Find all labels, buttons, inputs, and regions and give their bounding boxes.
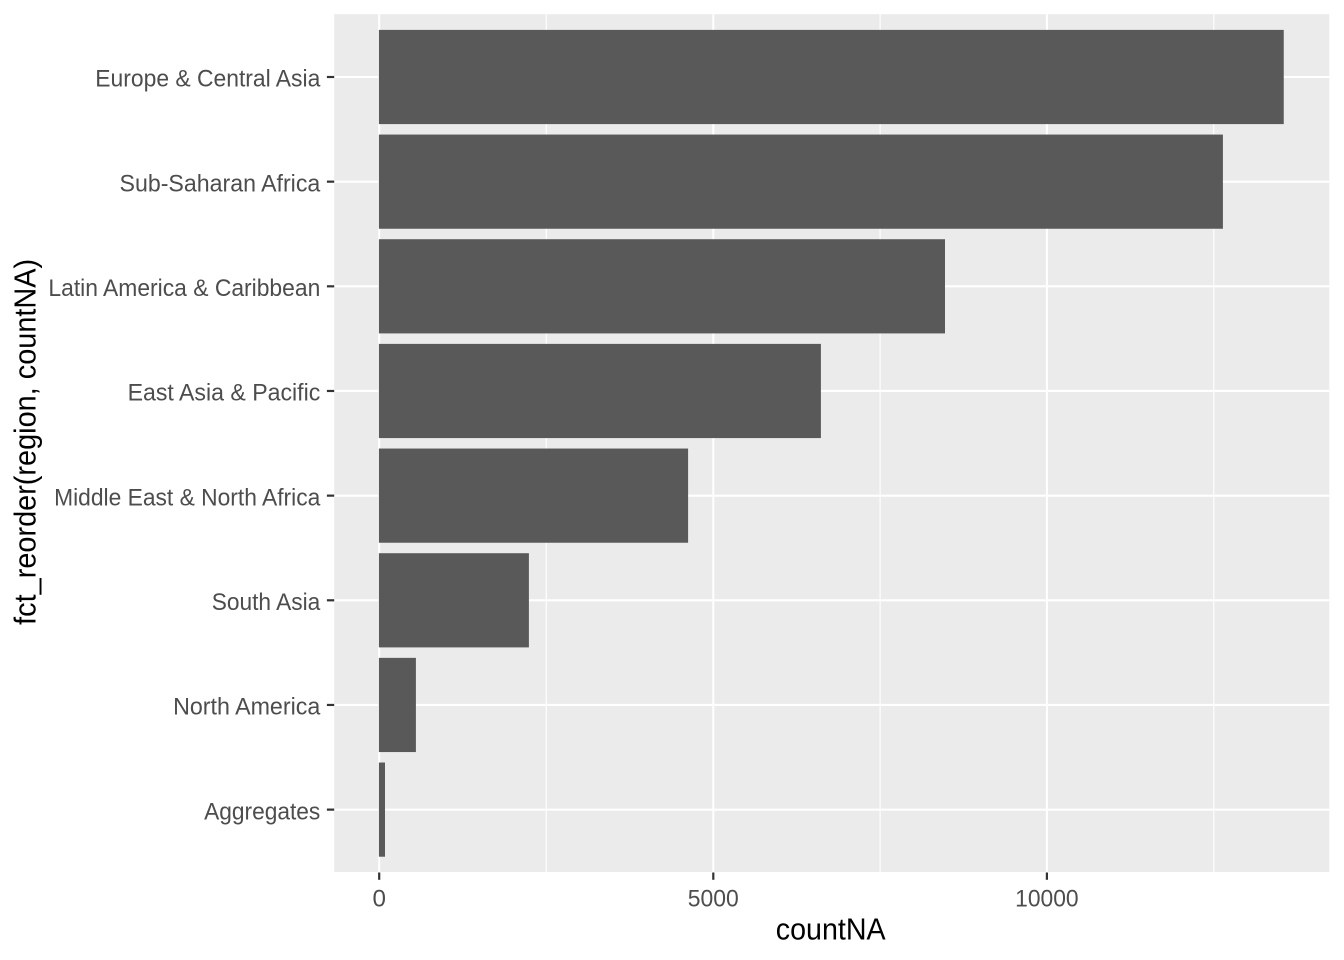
svg-text:Middle East & North Africa: Middle East & North Africa: [54, 484, 321, 511]
svg-text:Sub-Saharan Africa: Sub-Saharan Africa: [120, 170, 321, 197]
svg-text:countNA: countNA: [776, 913, 886, 947]
svg-text:Europe & Central Asia: Europe & Central Asia: [95, 66, 321, 93]
svg-text:South Asia: South Asia: [212, 589, 321, 616]
svg-text:East Asia & Pacific: East Asia & Pacific: [128, 380, 321, 407]
svg-text:fct_reorder(region, countNA): fct_reorder(region, countNA): [8, 259, 42, 625]
svg-text:Latin America & Caribbean: Latin America & Caribbean: [48, 275, 320, 302]
svg-text:Aggregates: Aggregates: [204, 798, 320, 825]
svg-text:10000: 10000: [1015, 885, 1079, 912]
svg-text:North America: North America: [173, 694, 321, 721]
svg-text:5000: 5000: [688, 885, 739, 912]
svg-text:0: 0: [372, 886, 385, 913]
